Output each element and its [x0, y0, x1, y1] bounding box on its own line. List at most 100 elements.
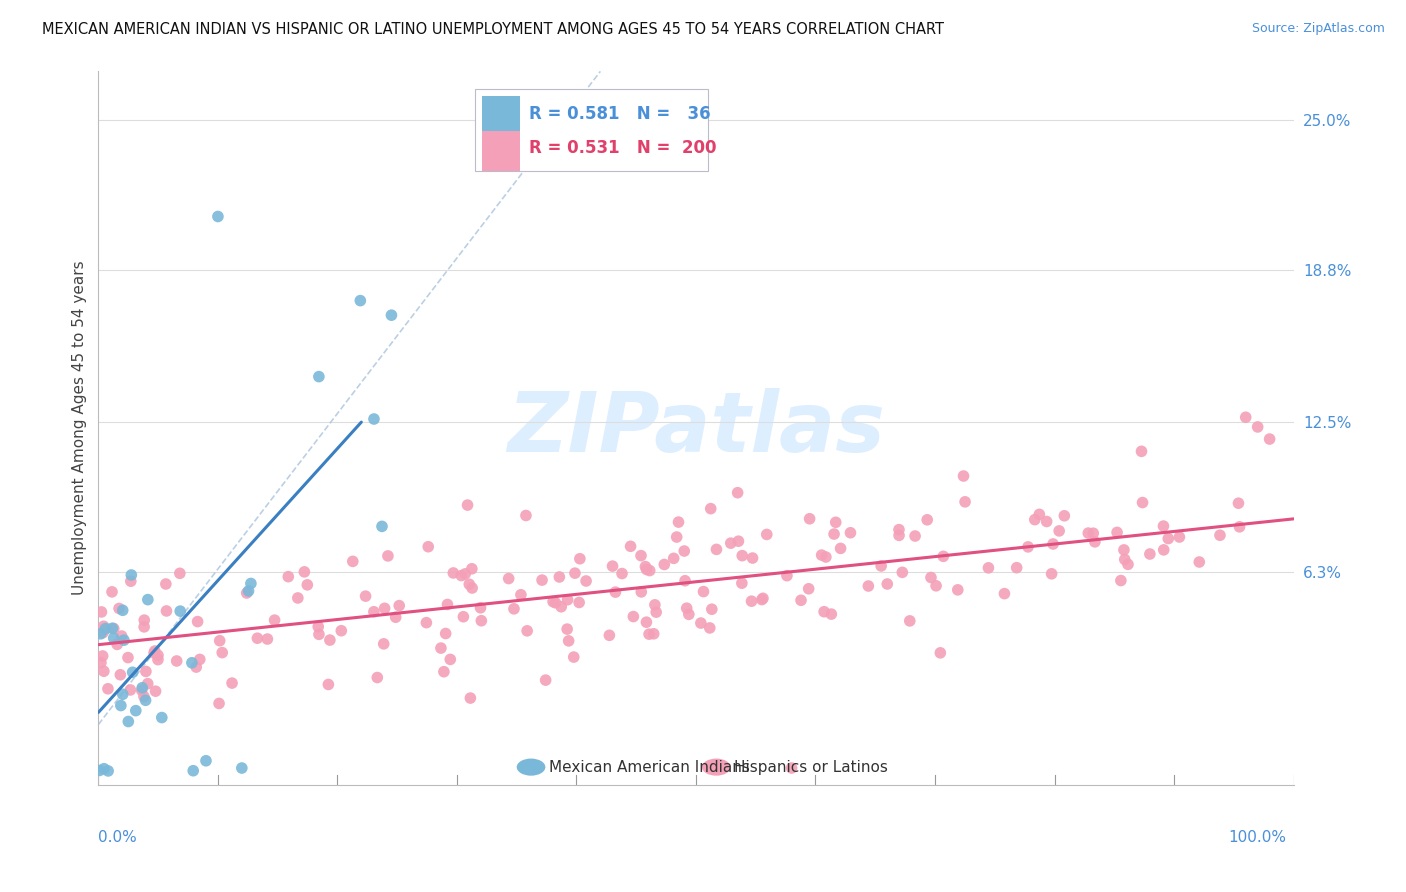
Point: [388, 599, 411, 613]
Point: [366, 671, 388, 685]
Point: [97, 681, 120, 696]
Point: [110, 667, 132, 681]
Point: [1209, 528, 1232, 542]
Point: [557, 633, 579, 648]
Point: [610, 566, 633, 581]
Point: [231, 761, 253, 775]
Point: [136, 592, 159, 607]
Point: [1227, 496, 1250, 510]
Point: [450, 568, 472, 582]
Point: [470, 614, 492, 628]
Point: [297, 578, 319, 592]
Text: R = 0.531   N =  200: R = 0.531 N = 200: [529, 139, 716, 157]
Point: [143, 646, 166, 660]
Point: [755, 527, 778, 541]
Point: [1258, 432, 1281, 446]
Point: [977, 561, 1000, 575]
Point: [117, 714, 139, 729]
Point: [741, 551, 763, 566]
Point: [169, 566, 191, 581]
Point: [434, 626, 457, 640]
Point: [373, 637, 395, 651]
Point: [751, 592, 773, 607]
Point: [1112, 542, 1135, 557]
Point: [752, 591, 775, 606]
Point: [876, 577, 898, 591]
Point: [602, 559, 624, 574]
Point: [858, 579, 880, 593]
Y-axis label: Unemployment Among Ages 45 to 54 years: Unemployment Among Ages 45 to 54 years: [72, 260, 87, 596]
Point: [90, 627, 112, 641]
Point: [380, 308, 402, 322]
Point: [111, 629, 134, 643]
Point: [135, 665, 157, 679]
Point: [131, 683, 153, 698]
Point: [830, 541, 852, 556]
Point: [93, 665, 115, 679]
Point: [287, 591, 309, 605]
Point: [1053, 508, 1076, 523]
Point: [692, 584, 714, 599]
Point: [318, 677, 340, 691]
Point: [562, 650, 585, 665]
Point: [112, 633, 135, 648]
Point: [377, 549, 399, 563]
Point: [1132, 495, 1154, 509]
Point: [155, 604, 177, 618]
Point: [208, 697, 231, 711]
Point: [374, 601, 396, 615]
Point: [1024, 513, 1046, 527]
Point: [780, 761, 803, 775]
Point: [145, 684, 167, 698]
Point: [925, 579, 948, 593]
Point: [187, 615, 209, 629]
Point: [120, 682, 142, 697]
Text: MEXICAN AMERICAN INDIAN VS HISPANIC OR LATINO UNEMPLOYMENT AMONG AGES 45 TO 54 Y: MEXICAN AMERICAN INDIAN VS HISPANIC OR L…: [42, 22, 945, 37]
Point: [433, 665, 456, 679]
Point: [870, 558, 893, 573]
Point: [823, 527, 845, 541]
Text: Hispanics or Latinos: Hispanics or Latinos: [734, 760, 889, 774]
Point: [207, 210, 229, 224]
Point: [211, 646, 233, 660]
Point: [700, 602, 723, 616]
Point: [720, 536, 742, 550]
Point: [699, 501, 721, 516]
Point: [246, 631, 269, 645]
Point: [188, 652, 211, 666]
Text: 100.0%: 100.0%: [1229, 830, 1286, 845]
Point: [470, 600, 492, 615]
Point: [1114, 552, 1136, 566]
Point: [308, 627, 330, 641]
Point: [643, 627, 665, 641]
Point: [621, 609, 644, 624]
Point: [673, 544, 696, 558]
Point: [105, 637, 128, 651]
Point: [953, 495, 976, 509]
Circle shape: [517, 758, 546, 776]
Point: [575, 574, 598, 588]
Point: [256, 632, 278, 646]
Point: [1116, 558, 1139, 572]
Point: [97, 820, 120, 834]
Point: [1157, 532, 1180, 546]
Point: [675, 601, 697, 615]
Point: [277, 569, 299, 583]
Point: [103, 631, 125, 645]
Point: [810, 548, 832, 562]
Point: [439, 652, 461, 666]
Point: [932, 549, 955, 564]
Point: [515, 508, 537, 523]
Point: [541, 594, 564, 608]
Point: [371, 519, 394, 533]
Point: [307, 620, 329, 634]
Point: [548, 570, 571, 584]
Point: [727, 485, 749, 500]
Point: [645, 605, 668, 619]
FancyBboxPatch shape: [482, 96, 520, 136]
Point: [797, 582, 820, 596]
Point: [1083, 526, 1105, 541]
Point: [453, 609, 475, 624]
Point: [555, 622, 578, 636]
Point: [887, 523, 910, 537]
